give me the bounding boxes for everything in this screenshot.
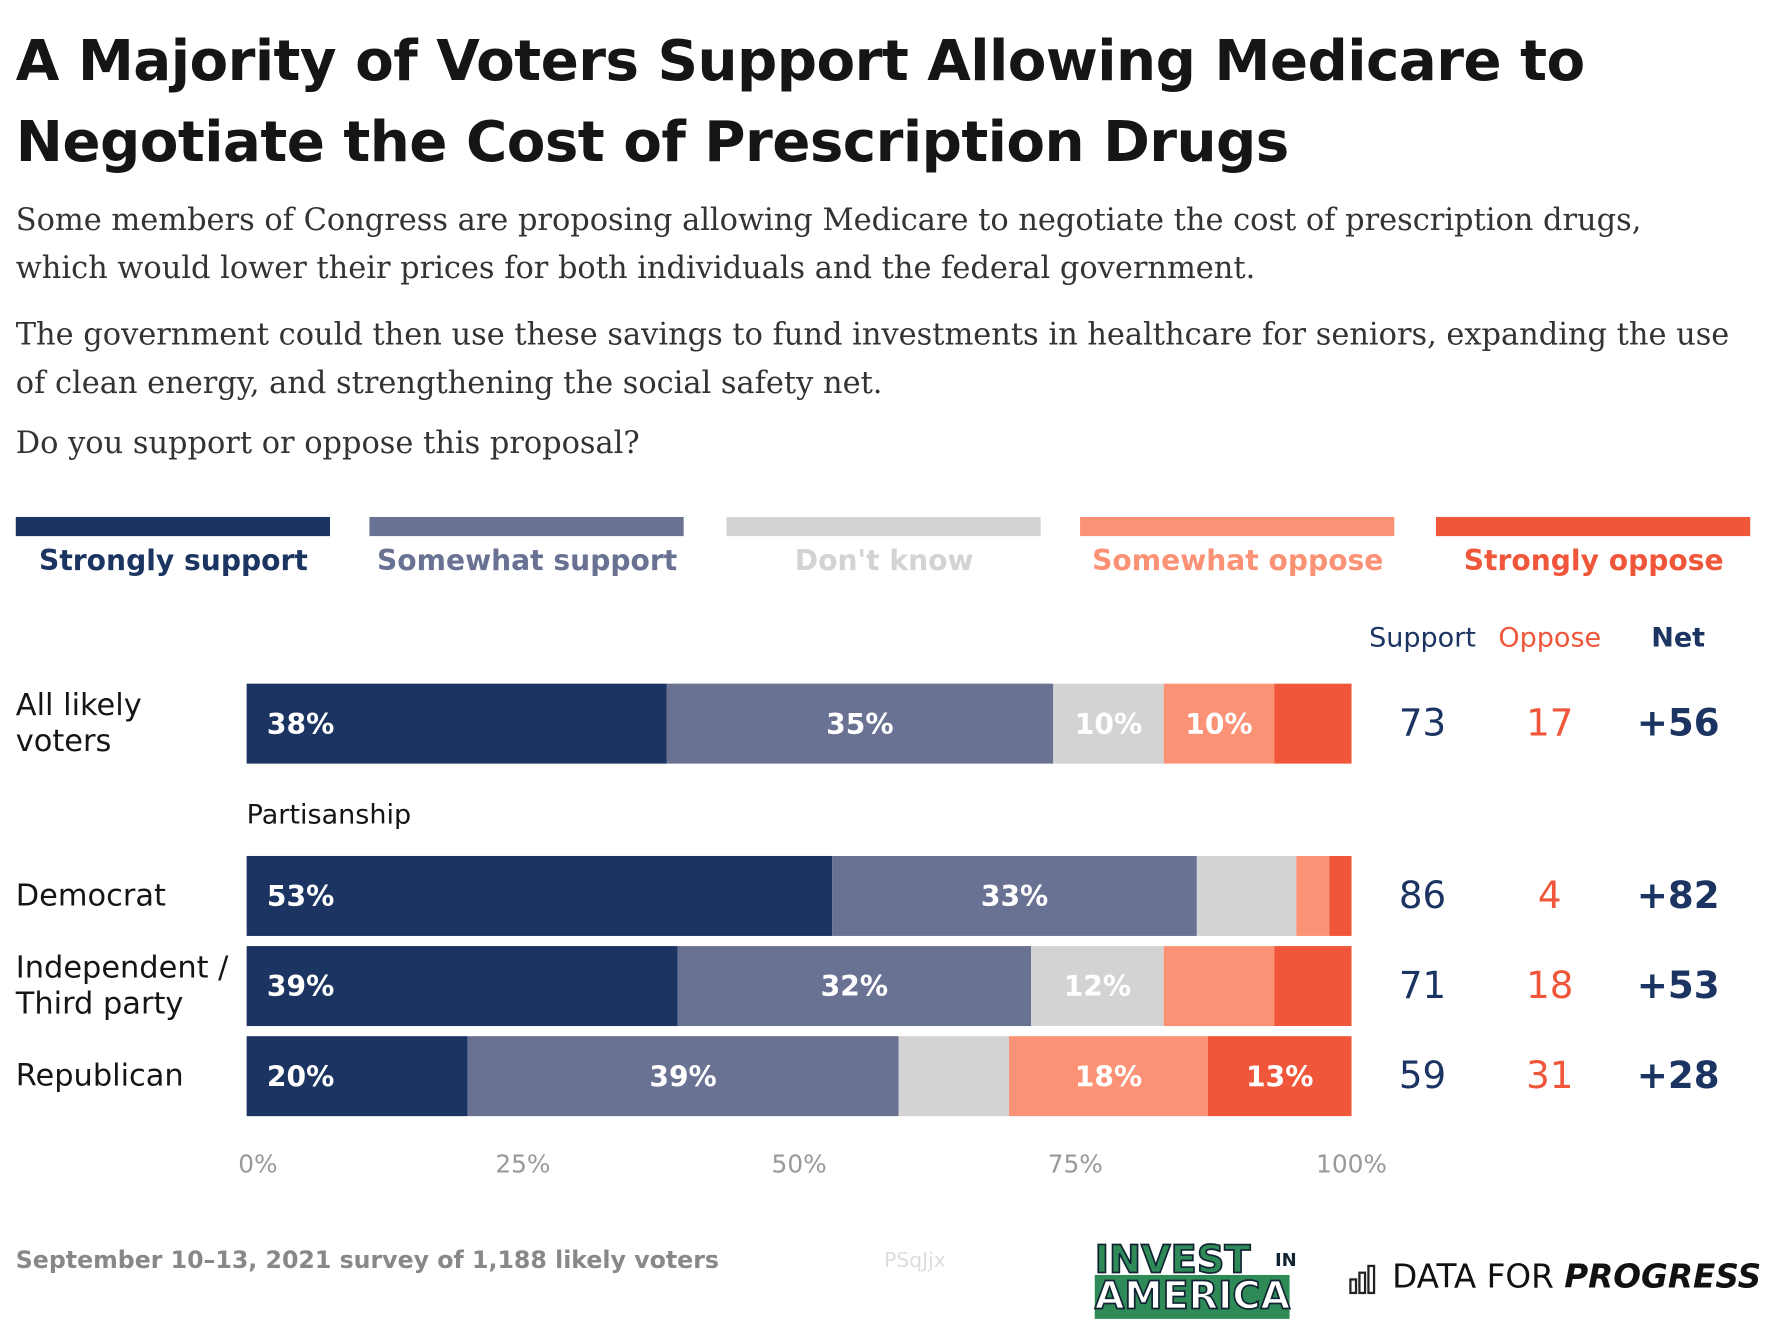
data-label: 18%	[1075, 1060, 1142, 1093]
bar-segment	[677, 946, 1032, 1027]
data-label: 10%	[1075, 708, 1142, 741]
summary-value: +82	[1636, 872, 1720, 917]
subtitle: Do you support or oppose this proposal?	[15, 425, 640, 461]
bar-segment	[467, 1036, 899, 1117]
logo-text: DATA FOR	[1392, 1256, 1554, 1296]
data-label: 12%	[1064, 970, 1131, 1003]
bar-segment	[1031, 946, 1164, 1027]
legend-swatch	[726, 516, 1041, 537]
bar-segment	[1296, 855, 1330, 936]
summary-header: Support	[1369, 621, 1476, 654]
summary-value: 18	[1526, 962, 1574, 1007]
legend-swatch	[369, 516, 684, 537]
data-label: 39%	[649, 1060, 716, 1093]
summary-value: +53	[1636, 962, 1720, 1007]
data-label: 53%	[267, 880, 334, 913]
summary-value: 59	[1398, 1052, 1447, 1097]
summary-value: +56	[1636, 699, 1720, 744]
summary-value: +28	[1636, 1052, 1720, 1097]
subtitle: The government could then use these savi…	[15, 317, 1730, 401]
legend-label: Somewhat oppose	[1092, 543, 1384, 577]
summary-value: 31	[1526, 1052, 1574, 1097]
bar-segment	[1196, 855, 1297, 936]
x-tick-label: 25%	[495, 1151, 551, 1180]
category-label: Republican	[15, 1058, 184, 1094]
bar-segment	[666, 683, 1054, 764]
category-label: Democrat	[15, 877, 166, 913]
summary-header: Oppose	[1498, 621, 1602, 654]
data-label: 38%	[267, 708, 334, 741]
bar-segment	[246, 683, 667, 764]
legend-label: Somewhat support	[377, 543, 678, 577]
summary-value: 86	[1398, 872, 1447, 917]
category-label: Independent / Third party	[15, 950, 229, 1021]
bar-segment	[832, 855, 1197, 936]
data-label: 32%	[821, 970, 888, 1003]
x-tick-label: 75%	[1047, 1151, 1103, 1180]
bar-segment	[1009, 1036, 1208, 1117]
invest-logo: INVEST IN AMERICA	[1094, 1237, 1309, 1319]
category-label: All likely voters	[15, 687, 142, 759]
watermark: PSqJjx	[884, 1249, 946, 1273]
bar-segment	[1329, 855, 1352, 936]
bar-segment	[246, 946, 678, 1027]
data-label: 35%	[826, 708, 893, 741]
x-tick-label: 0%	[238, 1151, 278, 1180]
summary-value: 73	[1398, 699, 1447, 744]
bar-segment	[1163, 946, 1275, 1027]
legend-label: Strongly support	[39, 543, 308, 577]
bar-segment	[1274, 946, 1352, 1027]
x-tick-label: 50%	[771, 1151, 827, 1180]
dfp-logo: DATA FOR PROGRESS	[1392, 1256, 1762, 1296]
x-tick-label: 100%	[1316, 1151, 1387, 1180]
bar-segment	[1053, 683, 1164, 764]
bar-segment	[246, 855, 833, 936]
logo-text: PROGRESS	[1564, 1256, 1762, 1296]
logo-text: AMERICA	[1094, 1273, 1291, 1319]
data-label: 33%	[981, 880, 1048, 913]
summary-value: 4	[1537, 872, 1562, 917]
dfp-icon	[1349, 1264, 1376, 1295]
data-label: 20%	[267, 1060, 334, 1093]
data-label: 13%	[1246, 1060, 1313, 1093]
logo-text: IN	[1274, 1249, 1297, 1271]
data-label: 10%	[1185, 708, 1252, 741]
legend-swatch	[1436, 516, 1751, 537]
group-label: Partisanship	[246, 798, 412, 831]
summary-value: 17	[1526, 699, 1574, 744]
bar-segment	[898, 1036, 1010, 1117]
summary-value: 71	[1398, 962, 1447, 1007]
legend-label: Strongly oppose	[1463, 543, 1724, 577]
data-label: 39%	[267, 970, 334, 1003]
bar-segment	[1207, 1036, 1352, 1117]
summary-header: Net	[1651, 621, 1706, 654]
bar-segment	[1163, 683, 1275, 764]
subtitle: Some members of Congress are proposing a…	[15, 202, 1642, 287]
bar-segment	[1274, 683, 1352, 764]
legend-label: Don't know	[794, 543, 974, 577]
chart-title: A Majority of Voters Support Allowing Me…	[15, 28, 1585, 175]
legend-swatch	[15, 516, 331, 537]
legend-swatch	[1080, 516, 1395, 537]
source-note: September 10–13, 2021 survey of 1,188 li…	[15, 1246, 719, 1274]
bar-segment	[246, 1036, 468, 1117]
